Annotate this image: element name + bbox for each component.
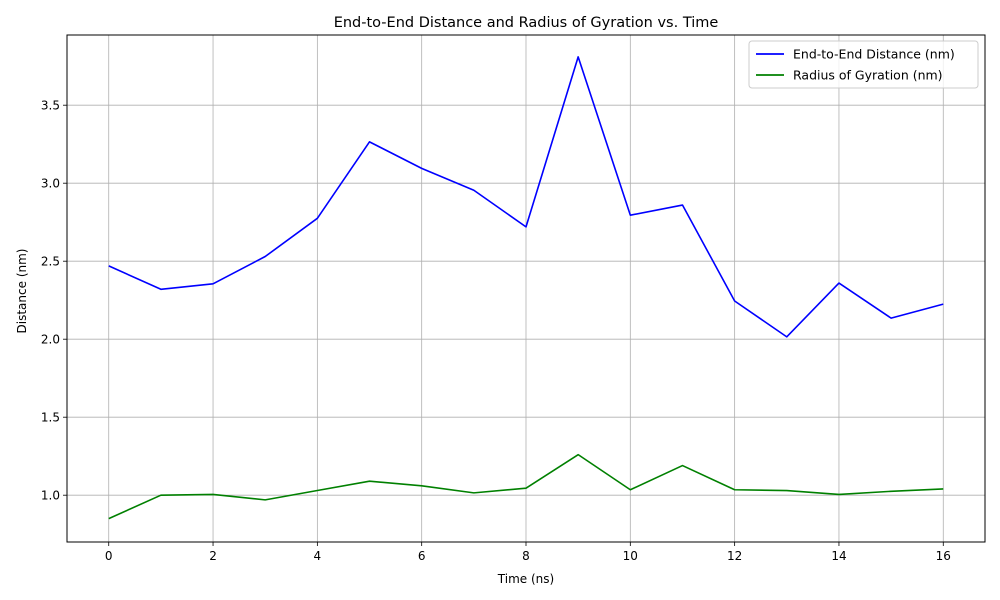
x-tick-label: 16: [936, 549, 951, 563]
x-axis-label: Time (ns): [497, 572, 554, 586]
legend-label-radius-of-gyration: Radius of Gyration (nm): [793, 68, 943, 83]
y-tick-label: 2.0: [41, 333, 60, 347]
grid-lines: [67, 35, 985, 542]
y-tick-label: 3.5: [41, 99, 60, 113]
radius-of-gyration-line: [108, 453, 944, 520]
y-axis-ticks: 1.0 1.5 2.0 2.5 3.0 3.5: [41, 99, 67, 503]
legend-label-end-to-end: End-to-End Distance (nm): [793, 47, 955, 62]
legend-box: [748, 40, 979, 89]
x-tick-label: 2: [209, 549, 217, 563]
x-tick-label: 4: [314, 549, 322, 563]
chart-title: End-to-End Distance and Radius of Gyrati…: [334, 15, 719, 31]
x-tick-label: 8: [522, 549, 530, 563]
legend: End-to-End Distance (nm) Radius of Gyrat…: [748, 40, 979, 89]
y-tick-label: 2.5: [41, 255, 60, 269]
x-tick-label: 14: [831, 549, 846, 563]
x-tick-label: 12: [727, 549, 742, 563]
end-to-end-distance-line: [108, 56, 944, 338]
x-tick-label: 10: [623, 549, 638, 563]
x-tick-label: 0: [105, 549, 113, 563]
y-tick-label: 1.0: [41, 489, 60, 503]
y-tick-label: 3.0: [41, 177, 60, 191]
x-tick-label: 6: [418, 549, 426, 563]
y-axis-label: Distance (nm): [15, 249, 29, 334]
x-axis-ticks: 0 2 4 6 8 10 12 14 16: [105, 542, 951, 563]
y-tick-label: 1.5: [41, 411, 60, 425]
series-lines: [108, 56, 944, 520]
